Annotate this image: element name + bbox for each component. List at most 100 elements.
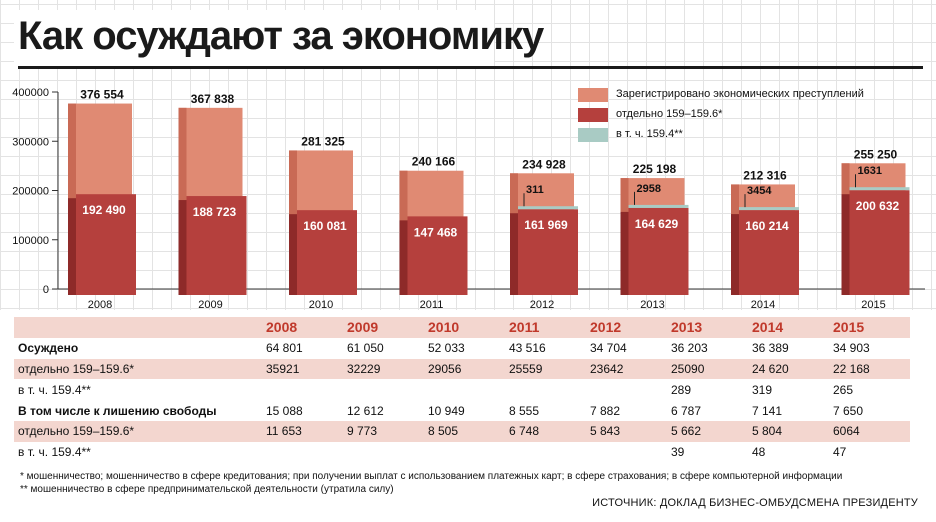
bar-separate xyxy=(628,207,689,295)
separate-value-label: 160 081 xyxy=(303,219,347,233)
bar-separate xyxy=(739,210,799,295)
bar-chart: 400000 300000 200000 100000 0 376 554 192 490 2… xyxy=(12,87,925,311)
table-cell: 9 773 xyxy=(343,420,424,442)
separate-value-label: 160 214 xyxy=(745,219,789,233)
bar-separate xyxy=(297,210,357,295)
table-cell: 5 843 xyxy=(586,420,667,442)
table-cell: 43 516 xyxy=(509,341,546,356)
table-cell: 5 804 xyxy=(748,420,829,442)
table-row-imprisonment-incl: в т. ч. 159.4** 39 48 47 xyxy=(14,442,910,463)
table-cell: 25559 xyxy=(505,358,586,380)
x-category-label: 2010 xyxy=(309,299,333,311)
x-category-label: 2009 xyxy=(198,299,222,311)
table-year-header: 2011 xyxy=(505,317,586,338)
table-cell: 289 xyxy=(671,382,692,397)
y-tick-label: 300000 xyxy=(12,136,49,148)
table-cell: 7 141 xyxy=(752,403,783,418)
table-row-label: В том числе к лишению свободы xyxy=(18,403,217,418)
bar-separate xyxy=(76,194,136,295)
bar-incl xyxy=(849,187,910,191)
table-year-header: 2012 xyxy=(586,317,667,338)
table-cell xyxy=(424,379,505,400)
table-cell xyxy=(586,379,667,400)
separate-value-label: 147 468 xyxy=(414,225,458,239)
title-underline xyxy=(18,66,923,69)
table-row-imprisonment: В том числе к лишению свободы 15 088 12 … xyxy=(14,400,910,421)
table-row-incl: в т. ч. 159.4** 289 319 265 xyxy=(14,379,910,400)
y-tick-label: 400000 xyxy=(12,87,49,99)
table-cell: 36 203 xyxy=(671,341,708,356)
table-cell: 64 801 xyxy=(266,341,303,356)
footnote-1: * мошенничество; мошенничество в сфере к… xyxy=(20,471,843,482)
table-cell: 39 xyxy=(671,445,685,460)
table-cell: 34 903 xyxy=(833,341,870,356)
y-tick-label: 0 xyxy=(43,284,49,296)
incl-value-label: 311 xyxy=(526,184,544,196)
table-cell xyxy=(262,379,343,400)
legend-swatch-incl xyxy=(578,128,608,142)
legend-label-incl: в т. ч. 159.4** xyxy=(616,128,683,140)
table-row-separate: отдельно 159–159.6* 35921 32229 29056 25… xyxy=(14,358,910,380)
table-cell: 52 033 xyxy=(428,341,465,356)
table-year-header: 2014 xyxy=(748,317,829,338)
table-cell: 36 389 xyxy=(752,341,789,356)
table-cell xyxy=(262,442,343,463)
table-row-label: в т. ч. 159.4** xyxy=(18,445,91,460)
y-tick-label: 100000 xyxy=(12,235,49,247)
bar-separate-side xyxy=(178,200,187,295)
table-cell: 15 088 xyxy=(266,403,303,418)
registered-value-label: 281 325 xyxy=(301,134,345,148)
separate-value-label: 164 629 xyxy=(635,217,679,231)
bar-registered-side xyxy=(178,107,187,289)
legend-item-incl: в т. ч. 159.4** xyxy=(578,126,928,144)
separate-value-label: 188 723 xyxy=(193,205,237,219)
table-year-header: 2008 xyxy=(262,317,343,338)
x-category-label: 2011 xyxy=(420,299,444,311)
separate-value-label: 192 490 xyxy=(82,203,126,217)
source-note: ИСТОЧНИК: ДОКЛАД БИЗНЕС-ОМБУДСМЕНА ПРЕЗИ… xyxy=(592,497,918,509)
legend-swatch-separate xyxy=(578,108,608,122)
bar-incl xyxy=(628,204,689,208)
x-category-label: 2015 xyxy=(861,299,885,311)
table-year-header: 2013 xyxy=(667,317,748,338)
table-cell: 5 662 xyxy=(667,420,748,442)
bar-registered-side xyxy=(68,103,76,290)
registered-value-label: 255 250 xyxy=(854,147,898,161)
table-row-label: отдельно 159–159.6* xyxy=(14,420,262,442)
table-row-convicted: Осуждено 64 801 61 050 52 033 43 516 34 … xyxy=(14,338,910,359)
table-cell xyxy=(505,442,586,463)
bar-separate xyxy=(849,190,910,295)
table-cell: 22 168 xyxy=(829,358,910,380)
table-cell: 29056 xyxy=(424,358,505,380)
y-tick-label: 200000 xyxy=(12,186,49,198)
table-cell: 35921 xyxy=(262,358,343,380)
table-year-header: 2015 xyxy=(829,317,910,338)
table-cell: 34 704 xyxy=(590,341,627,356)
table-cell: 48 xyxy=(752,445,766,460)
table-row-label: в т. ч. 159.4** xyxy=(18,382,91,397)
table-row-imprisonment-separate: отдельно 159–159.6* 11 653 9 773 8 505 6… xyxy=(14,420,910,442)
bar-separate-side xyxy=(68,198,76,295)
bar-separate xyxy=(186,196,247,295)
table-header-row: 2008 2009 2010 2011 2012 2013 2014 2015 xyxy=(14,317,910,338)
page-title: Как осуждают за экономику xyxy=(18,14,544,58)
table-cell: 23642 xyxy=(586,358,667,380)
table-cell xyxy=(343,379,424,400)
table-year-header: 2010 xyxy=(424,317,505,338)
legend-item-separate: отдельно 159–159.6* xyxy=(578,106,928,124)
x-category-label: 2013 xyxy=(640,299,664,311)
registered-value-label: 234 928 xyxy=(522,157,566,171)
registered-value-label: 376 554 xyxy=(80,88,124,102)
bar-separate-side xyxy=(620,211,629,295)
bar-separate xyxy=(518,209,578,295)
registered-value-label: 240 166 xyxy=(412,155,456,169)
table-cell: 8 505 xyxy=(424,420,505,442)
table-cell xyxy=(424,442,505,463)
table-cell xyxy=(343,442,424,463)
table-cell: 6 787 xyxy=(671,403,702,418)
legend-label-separate: отдельно 159–159.6* xyxy=(616,108,723,120)
table-cell xyxy=(586,442,667,463)
bar-separate-side xyxy=(510,213,518,295)
legend-label-registered: Зарегистрировано экономических преступле… xyxy=(616,88,864,100)
x-category-label: 2012 xyxy=(530,299,554,311)
